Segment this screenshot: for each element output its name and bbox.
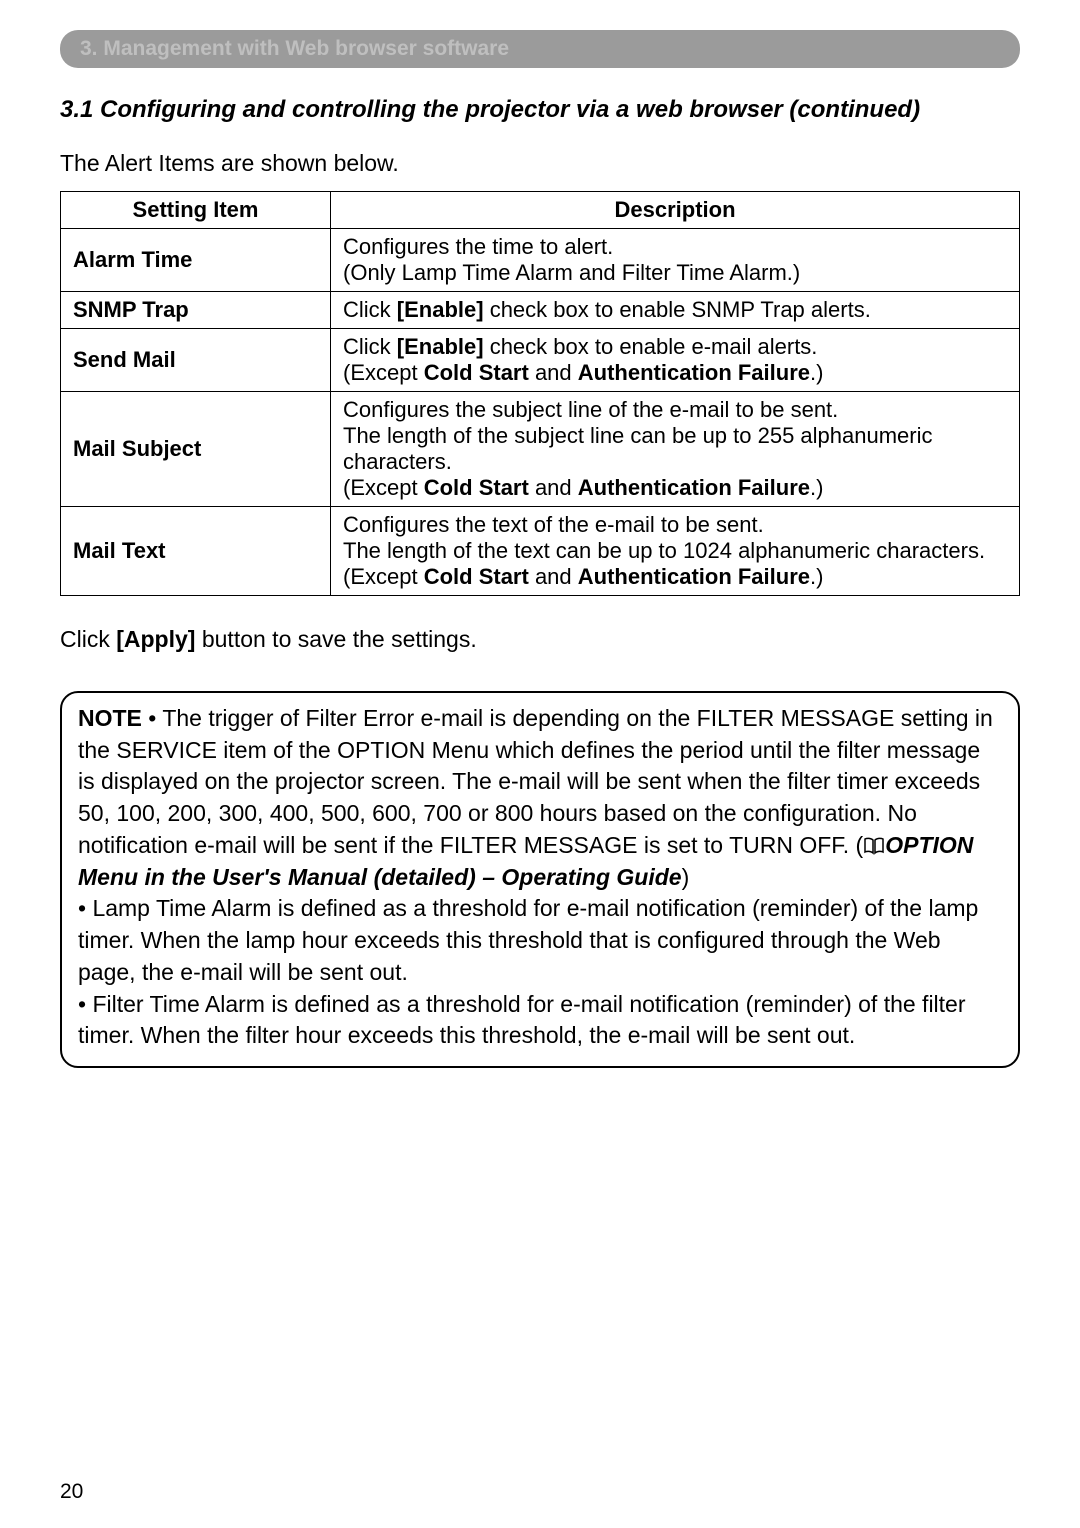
apply-text: Click [Apply] button to save the setting… [60, 626, 1020, 653]
intro-text: The Alert Items are shown below. [60, 150, 1020, 177]
mt-l1: Configures the text of the e-mail to be … [343, 512, 764, 537]
row-desc-mail-text: Configures the text of the e-mail to be … [331, 507, 1020, 596]
row-label-mail-subject: Mail Subject [61, 392, 331, 507]
row-label-mail-text: Mail Text [61, 507, 331, 596]
apply-bold: [Apply] [116, 626, 195, 652]
col-description: Description [331, 192, 1020, 229]
alarm-time-line1: Configures the time to alert. [343, 234, 613, 259]
note-p3: • Filter Time Alarm is defined as a thre… [78, 991, 966, 1049]
alarm-time-line2: (Only Lamp Time Alarm and Filter Time Al… [343, 260, 800, 285]
row-label-snmp-trap: SNMP Trap [61, 292, 331, 329]
apply-pre: Click [60, 626, 116, 652]
row-desc-send-mail: Click [Enable] check box to enable e-mai… [331, 329, 1020, 392]
table-header-row: Setting Item Description [61, 192, 1020, 229]
apply-post: button to save the settings. [195, 626, 476, 652]
snmp-bold: [Enable] [397, 297, 484, 322]
mt-l3-mid: and [529, 564, 578, 589]
chapter-header-text: 3. Management with Web browser software [80, 37, 509, 60]
note-box: NOTE • The trigger of Filter Error e-mai… [60, 691, 1020, 1068]
sendmail-l2-post: .) [810, 360, 823, 385]
ms-l2: The length of the subject line can be up… [343, 423, 933, 474]
sendmail-pre: Click [343, 334, 397, 359]
book-icon [863, 832, 885, 850]
sendmail-l2-pre: (Except [343, 360, 424, 385]
note-bullet: • [142, 705, 162, 731]
sendmail-post: check box to enable e-mail alerts. [484, 334, 818, 359]
note-p1b: ) [682, 864, 690, 890]
ms-l3-mid: and [529, 475, 578, 500]
row-label-alarm-time: Alarm Time [61, 229, 331, 292]
mt-l3-b2: Authentication Failure [578, 564, 810, 589]
mt-l2: The length of the text can be up to 1024… [343, 538, 985, 563]
snmp-post: check box to enable SNMP Trap alerts. [484, 297, 871, 322]
mt-l3-b1: Cold Start [424, 564, 529, 589]
row-desc-mail-subject: Configures the subject line of the e-mai… [331, 392, 1020, 507]
ms-l3-post: .) [810, 475, 823, 500]
table-row: SNMP Trap Click [Enable] check box to en… [61, 292, 1020, 329]
mt-l3-pre: (Except [343, 564, 424, 589]
row-desc-alarm-time: Configures the time to alert. (Only Lamp… [331, 229, 1020, 292]
note-p1a: The trigger of Filter Error e-mail is de… [78, 705, 993, 858]
sendmail-l2-b2: Authentication Failure [578, 360, 810, 385]
col-setting-item: Setting Item [61, 192, 331, 229]
note-p2: • Lamp Time Alarm is defined as a thresh… [78, 895, 978, 984]
chapter-header-pill: 3. Management with Web browser software [60, 30, 1020, 68]
row-label-send-mail: Send Mail [61, 329, 331, 392]
row-desc-snmp-trap: Click [Enable] check box to enable SNMP … [331, 292, 1020, 329]
table-row: Alarm Time Configures the time to alert.… [61, 229, 1020, 292]
sendmail-l2-b1: Cold Start [424, 360, 529, 385]
note-label: NOTE [78, 705, 142, 731]
ms-l3-b2: Authentication Failure [578, 475, 810, 500]
snmp-pre: Click [343, 297, 397, 322]
table-row: Send Mail Click [Enable] check box to en… [61, 329, 1020, 392]
ms-l1: Configures the subject line of the e-mai… [343, 397, 838, 422]
section-title: 3.1 Configuring and controlling the proj… [60, 96, 1020, 124]
sendmail-l2-mid: and [529, 360, 578, 385]
mt-l3-post: .) [810, 564, 823, 589]
table-row: Mail Text Configures the text of the e-m… [61, 507, 1020, 596]
table-row: Mail Subject Configures the subject line… [61, 392, 1020, 507]
ms-l3-pre: (Except [343, 475, 424, 500]
sendmail-bold: [Enable] [397, 334, 484, 359]
page-number: 20 [60, 1480, 83, 1504]
settings-table: Setting Item Description Alarm Time Conf… [60, 191, 1020, 596]
ms-l3-b1: Cold Start [424, 475, 529, 500]
